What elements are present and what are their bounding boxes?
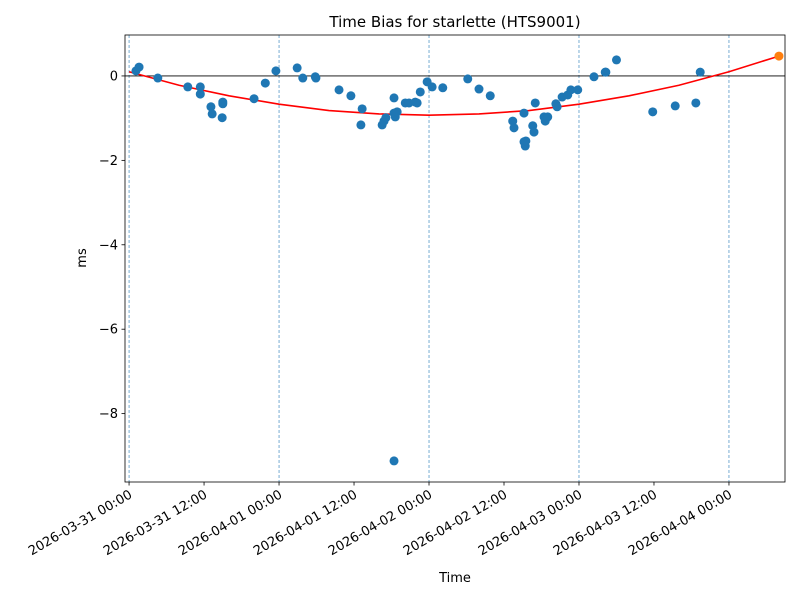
point [695,67,705,77]
point [381,113,391,123]
point [292,63,302,73]
point [356,120,366,130]
point [519,108,529,118]
point [438,83,448,93]
point [670,101,680,111]
point [485,91,495,101]
point [566,85,576,95]
point [529,127,539,137]
point [311,73,321,83]
point [346,91,356,101]
point [134,62,144,72]
point [573,85,583,95]
point [463,74,473,84]
point [218,99,228,109]
point [357,104,367,114]
point [648,107,658,117]
x-axis-label: Time [438,571,471,586]
point [412,98,422,108]
point [389,93,399,103]
point [195,82,205,92]
y-tick-label: −2 [99,154,118,169]
y-tick-label: −8 [99,407,118,422]
point [153,73,163,83]
chart-title: Time Bias for starlette (HTS9001) [328,13,580,31]
point [207,109,217,119]
point [183,82,193,92]
point [389,456,399,466]
y-tick-label: 0 [110,69,118,84]
y-tick-label: −4 [99,238,118,253]
point [589,72,599,82]
point [601,67,611,77]
fit-line [128,55,780,117]
point [334,85,344,95]
point [611,55,621,65]
point [260,78,270,88]
point [508,116,518,126]
point [206,102,216,112]
point [552,102,562,112]
point [774,51,784,61]
point [298,73,308,83]
point [521,136,531,146]
point [543,112,553,122]
point [415,87,425,97]
y-tick-label: −6 [99,323,118,338]
point [195,89,205,99]
plot-frame [124,34,786,483]
point [474,84,484,94]
point [427,82,437,92]
point [530,98,540,108]
point [392,107,402,117]
point [271,66,281,76]
point [691,98,701,108]
y-axis-label: ms [75,248,90,268]
point [249,94,259,104]
point [509,123,519,133]
point [217,113,227,123]
